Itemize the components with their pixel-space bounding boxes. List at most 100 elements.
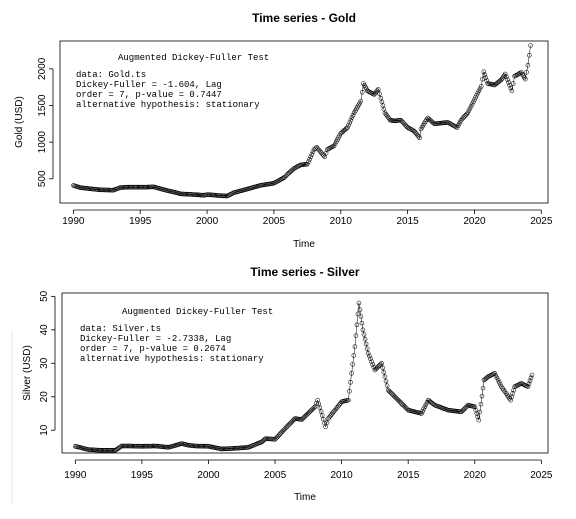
- data-point: [329, 144, 335, 150]
- data-point: [473, 95, 478, 100]
- x-tick-label: 2010: [330, 216, 353, 227]
- data-point: [421, 406, 426, 412]
- x-tick-label: 1990: [64, 470, 87, 481]
- data-point: [135, 443, 140, 449]
- data-point: [375, 87, 381, 92]
- data-point: [514, 72, 520, 78]
- y-axis-label: Gold (USD): [14, 96, 25, 148]
- data-point: [350, 362, 355, 367]
- data-point: [350, 113, 356, 118]
- data-point: [283, 173, 289, 179]
- data-point: [366, 89, 371, 94]
- data-point: [185, 192, 191, 197]
- data-point: [464, 111, 469, 117]
- data-point: [447, 121, 453, 126]
- series-line: [75, 302, 533, 451]
- x-tick-label: 2025: [530, 216, 553, 227]
- data-point: [476, 417, 482, 423]
- data-point: [501, 387, 506, 393]
- data-point: [124, 443, 129, 449]
- y-tick-label: 30: [39, 357, 50, 369]
- data-point: [349, 115, 355, 120]
- data-point: [524, 69, 529, 75]
- series-markers: [73, 300, 535, 453]
- data-point: [451, 123, 456, 128]
- adf-test-line: data: Gold.ts: [76, 70, 146, 80]
- data-point: [370, 362, 375, 367]
- data-point: [228, 446, 233, 451]
- data-point: [150, 443, 156, 449]
- data-point: [360, 327, 366, 333]
- data-point: [361, 332, 367, 337]
- data-point: [365, 351, 371, 356]
- y-axis-label: Silver (USD): [22, 345, 33, 401]
- data-point: [307, 157, 312, 162]
- data-point: [119, 185, 124, 190]
- data-point: [311, 405, 317, 411]
- data-point: [468, 103, 474, 109]
- data-point: [349, 371, 354, 376]
- data-point: [419, 411, 424, 416]
- data-point: [122, 443, 128, 449]
- data-point: [337, 402, 342, 407]
- chart-title: Time series - Gold: [252, 11, 356, 25]
- data-point: [354, 322, 360, 328]
- data-point: [315, 146, 321, 151]
- data-point: [100, 187, 105, 193]
- data-point: [478, 401, 484, 407]
- data-point: [384, 113, 390, 119]
- data-point: [103, 187, 108, 193]
- data-point: [347, 120, 352, 125]
- data-point: [506, 394, 511, 400]
- data-point: [526, 381, 532, 387]
- data-point: [327, 146, 332, 151]
- data-point: [135, 184, 141, 190]
- data-point: [230, 446, 236, 451]
- data-point: [182, 191, 188, 197]
- data-point: [100, 448, 106, 453]
- data-point: [469, 101, 475, 107]
- data-point: [138, 444, 144, 449]
- data-point: [332, 407, 338, 413]
- data-point: [139, 444, 145, 449]
- x-tick-label: 2000: [197, 470, 220, 481]
- data-point: [134, 184, 140, 190]
- x-tick-label: 1995: [131, 470, 154, 481]
- data-point: [96, 447, 101, 453]
- data-point: [272, 437, 278, 442]
- data-point: [422, 404, 428, 410]
- adf-test-line: order = 7, p-value = 0.7447: [76, 90, 222, 100]
- adf-test-line: data: Silver.ts: [80, 324, 161, 334]
- data-point: [151, 443, 157, 449]
- plot-frame: [61, 292, 549, 454]
- data-point: [359, 320, 365, 326]
- data-point: [132, 184, 137, 190]
- data-point: [317, 149, 323, 154]
- data-point: [420, 409, 425, 414]
- data-point: [116, 445, 121, 451]
- data-point: [218, 193, 223, 198]
- data-point: [121, 443, 127, 449]
- data-point: [380, 365, 385, 371]
- data-point: [364, 346, 370, 351]
- data-point: [525, 62, 531, 68]
- data-point: [150, 184, 155, 190]
- data-point: [510, 81, 516, 86]
- data-point: [358, 98, 364, 104]
- data-point: [202, 443, 208, 449]
- data-point: [328, 413, 333, 418]
- data-point: [502, 71, 508, 77]
- data-point: [450, 122, 455, 128]
- data-point: [355, 311, 361, 317]
- x-tick-label: 2025: [530, 470, 553, 481]
- data-point: [528, 43, 533, 48]
- data-point: [180, 191, 185, 197]
- data-point: [378, 362, 383, 367]
- data-point: [127, 184, 133, 190]
- data-point: [327, 414, 332, 420]
- data-point: [385, 114, 391, 120]
- data-point: [86, 447, 91, 452]
- data-point: [430, 120, 436, 126]
- data-point: [109, 448, 115, 453]
- data-point: [368, 356, 373, 362]
